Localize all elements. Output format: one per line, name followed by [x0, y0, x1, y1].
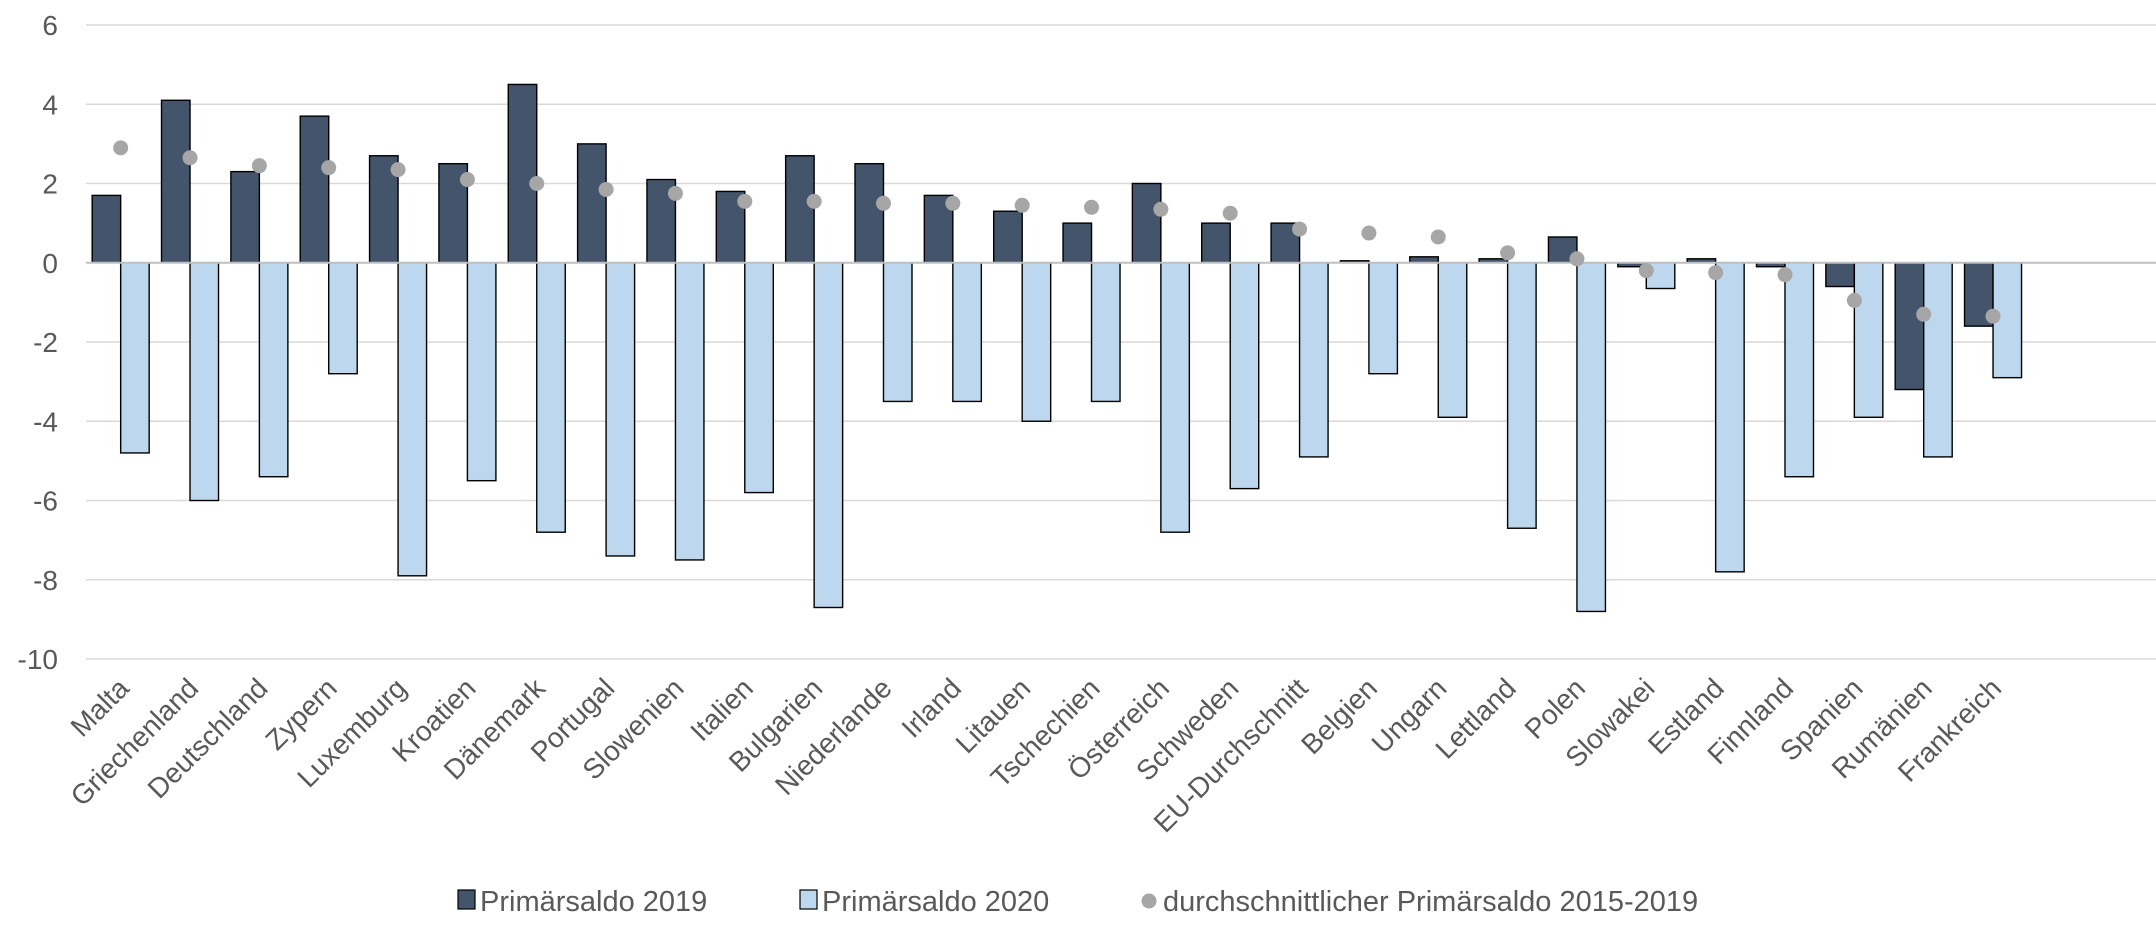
- y-tick-label: -8: [33, 565, 58, 596]
- bar-primaersaldo-2020-deutschland: [258, 262, 289, 478]
- bar-primaersaldo-2020-zypern: [328, 262, 358, 375]
- dot-schweden: [1222, 205, 1238, 221]
- x-tick-label: Belgien: [1295, 672, 1383, 760]
- bar-primaersaldo-2019-rumaenien: [1894, 262, 1925, 391]
- dot-rumaenien: [1916, 306, 1932, 322]
- bar-primaersaldo-2020-oesterreich: [1160, 262, 1191, 533]
- legend-label: durchschnittlicher Primärsaldo 2015-2019: [1163, 886, 1698, 918]
- y-tick-label: -6: [33, 486, 58, 517]
- dot-finnland: [1777, 267, 1793, 283]
- bar-primaersaldo-2019-griechenland: [160, 99, 191, 264]
- bar-primaersaldo-2020-tschechien: [1090, 262, 1121, 403]
- bar-primaersaldo-2020-eu-durchschnitt: [1298, 262, 1329, 458]
- dot-luxemburg: [390, 162, 406, 178]
- bar-primaersaldo-2019-tschechien: [1062, 222, 1093, 264]
- y-tick-label: 2: [42, 169, 58, 200]
- bar-primaersaldo-2019-eu-durchschnitt: [1270, 222, 1301, 264]
- bar-primaersaldo-2019-spanien: [1825, 262, 1856, 288]
- y-tick-label: 0: [42, 248, 58, 279]
- dot-slowakei: [1638, 263, 1654, 279]
- legend-item-durchschnittlicher-primaersaldo-2015-2019: durchschnittlicher Primärsaldo 2015-2019: [1141, 886, 1698, 918]
- legend: Primärsaldo 2019 Primärsaldo 2020 durchsch…: [457, 886, 1698, 918]
- bar-primaersaldo-2020-rumaenien: [1922, 262, 1953, 458]
- x-axis: MaltaGriechenlandDeutschlandZypernLuxemb…: [65, 672, 2008, 839]
- dot-irland: [945, 195, 961, 211]
- bar-primaersaldo-2020-niederlande: [882, 262, 913, 403]
- bar-primaersaldo-2020-malta: [119, 262, 150, 454]
- bar-primaersaldo-2020-schweden: [1229, 262, 1260, 490]
- y-tick-label: -10: [18, 644, 58, 675]
- bar-primaersaldo-2020-irland: [952, 262, 983, 403]
- dot-oesterreich: [1153, 201, 1169, 217]
- dot-portugal: [598, 181, 614, 197]
- bar-primaersaldo-2020-luxemburg: [397, 262, 428, 577]
- legend-swatch: [1141, 893, 1157, 909]
- legend-swatch: [457, 889, 476, 910]
- bar-primaersaldo-2020-daenemark: [536, 262, 566, 533]
- dot-estland: [1708, 265, 1724, 281]
- y-tick-label: -2: [33, 327, 58, 358]
- bar-primaersaldo-2020-belgien: [1368, 262, 1399, 375]
- dot-frankreich: [1985, 308, 2001, 324]
- dot-belgien: [1361, 225, 1377, 241]
- dot-slowenien: [667, 185, 683, 201]
- dot-kroatien: [459, 172, 475, 188]
- bar-primaersaldo-2019-malta: [91, 194, 122, 264]
- legend-item-primaersaldo-2020: Primärsaldo 2020: [799, 886, 1049, 918]
- y-axis: 6 4 2 0 -2 -4 -6 -8 -10: [18, 10, 58, 675]
- dot-malta: [113, 140, 129, 156]
- dot-lettland: [1500, 245, 1516, 261]
- dot-polen: [1569, 251, 1585, 267]
- grid-layer: [86, 24, 2156, 660]
- bar-primaersaldo-2020-slowenien: [674, 262, 705, 561]
- bar-primaersaldo-2019-niederlande: [854, 162, 885, 264]
- dot-tschechien: [1084, 199, 1100, 215]
- bar-primaersaldo-2019-litauen: [992, 210, 1023, 264]
- bar-primaersaldo-2019-schweden: [1201, 222, 1231, 264]
- bar-primaersaldo-2019-daenemark: [507, 83, 538, 264]
- dot-bulgarien: [806, 193, 822, 209]
- bar-primaersaldo-2020-finnland: [1784, 262, 1815, 478]
- dots: [113, 140, 2001, 324]
- bar-primaersaldo-2020-ungarn: [1437, 262, 1468, 418]
- dot-niederlande: [875, 195, 891, 211]
- bar-primaersaldo-2020-spanien: [1853, 262, 1884, 418]
- bar-primaersaldo-2020-litauen: [1021, 262, 1052, 422]
- dot-ungarn: [1430, 229, 1446, 245]
- bar-primaersaldo-2020-estland: [1714, 262, 1745, 573]
- dot-zypern: [321, 160, 337, 176]
- bars: [91, 83, 2023, 613]
- legend-label: Primärsaldo 2020: [822, 886, 1049, 918]
- legend-swatch: [799, 889, 818, 910]
- bar-primaersaldo-2020-kroatien: [466, 262, 497, 482]
- bar-primaersaldo-2020-lettland: [1506, 262, 1537, 529]
- bar-primaersaldo-2019-oesterreich: [1131, 182, 1162, 264]
- dot-litauen: [1014, 197, 1030, 213]
- bar-primaersaldo-2020-griechenland: [189, 262, 220, 502]
- y-tick-label: 4: [42, 89, 58, 120]
- bar-primaersaldo-2020-portugal: [605, 262, 636, 557]
- bar-primaersaldo-2020-polen: [1576, 262, 1607, 613]
- legend-label: Primärsaldo 2019: [480, 886, 707, 918]
- dot-spanien: [1846, 292, 1862, 308]
- dot-daenemark: [529, 176, 545, 191]
- legend-item-primaersaldo-2019: Primärsaldo 2019: [457, 886, 707, 918]
- dot-eu-durchschnitt: [1292, 221, 1308, 237]
- bar-primaersaldo-2019-deutschland: [230, 170, 261, 264]
- bar-primaersaldo-2019-zypern: [299, 115, 330, 264]
- bar-primaersaldo-2020-bulgarien: [813, 262, 844, 609]
- bar-primaersaldo-2020-italien: [744, 262, 774, 494]
- dot-griechenland: [182, 150, 198, 166]
- y-tick-label: 6: [42, 10, 58, 41]
- bar-primaersaldo-2019-bulgarien: [784, 155, 815, 264]
- dot-italien: [737, 193, 753, 209]
- bar-primaersaldo-2019-portugal: [576, 143, 607, 264]
- dot-deutschland: [251, 158, 267, 174]
- y-tick-label: -4: [33, 406, 58, 437]
